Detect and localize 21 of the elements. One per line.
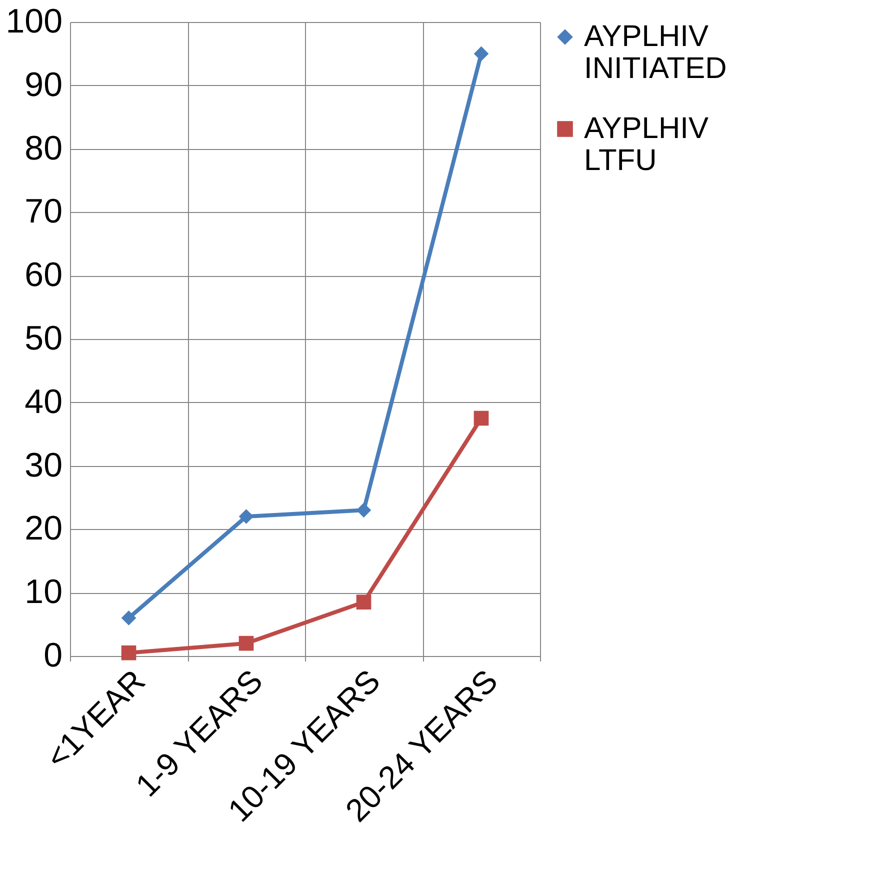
y-tick-label: 40 [24,382,62,421]
point [121,610,136,626]
y-tick-label: 0 [44,636,62,674]
y-tick-label: 100 [6,2,62,40]
y-tick-label: 10 [24,573,62,612]
y-tick-label: 90 [24,66,62,104]
point [121,645,136,660]
point [474,46,489,62]
point [238,509,254,524]
y-tick-label: 70 [24,192,62,231]
legend-label: AYPLHIV INITIATED [584,20,727,85]
point [474,410,489,426]
y-tick-label: 30 [24,446,62,484]
y-tick-label: 50 [24,320,62,358]
point [238,636,254,651]
y-tick-label: 60 [24,256,62,294]
point [356,502,372,518]
y-tick-label: 20 [24,510,62,548]
point [356,594,372,610]
y-tick-label: 80 [24,129,62,168]
legend-label: AYPLHIV LTFU [584,112,708,177]
